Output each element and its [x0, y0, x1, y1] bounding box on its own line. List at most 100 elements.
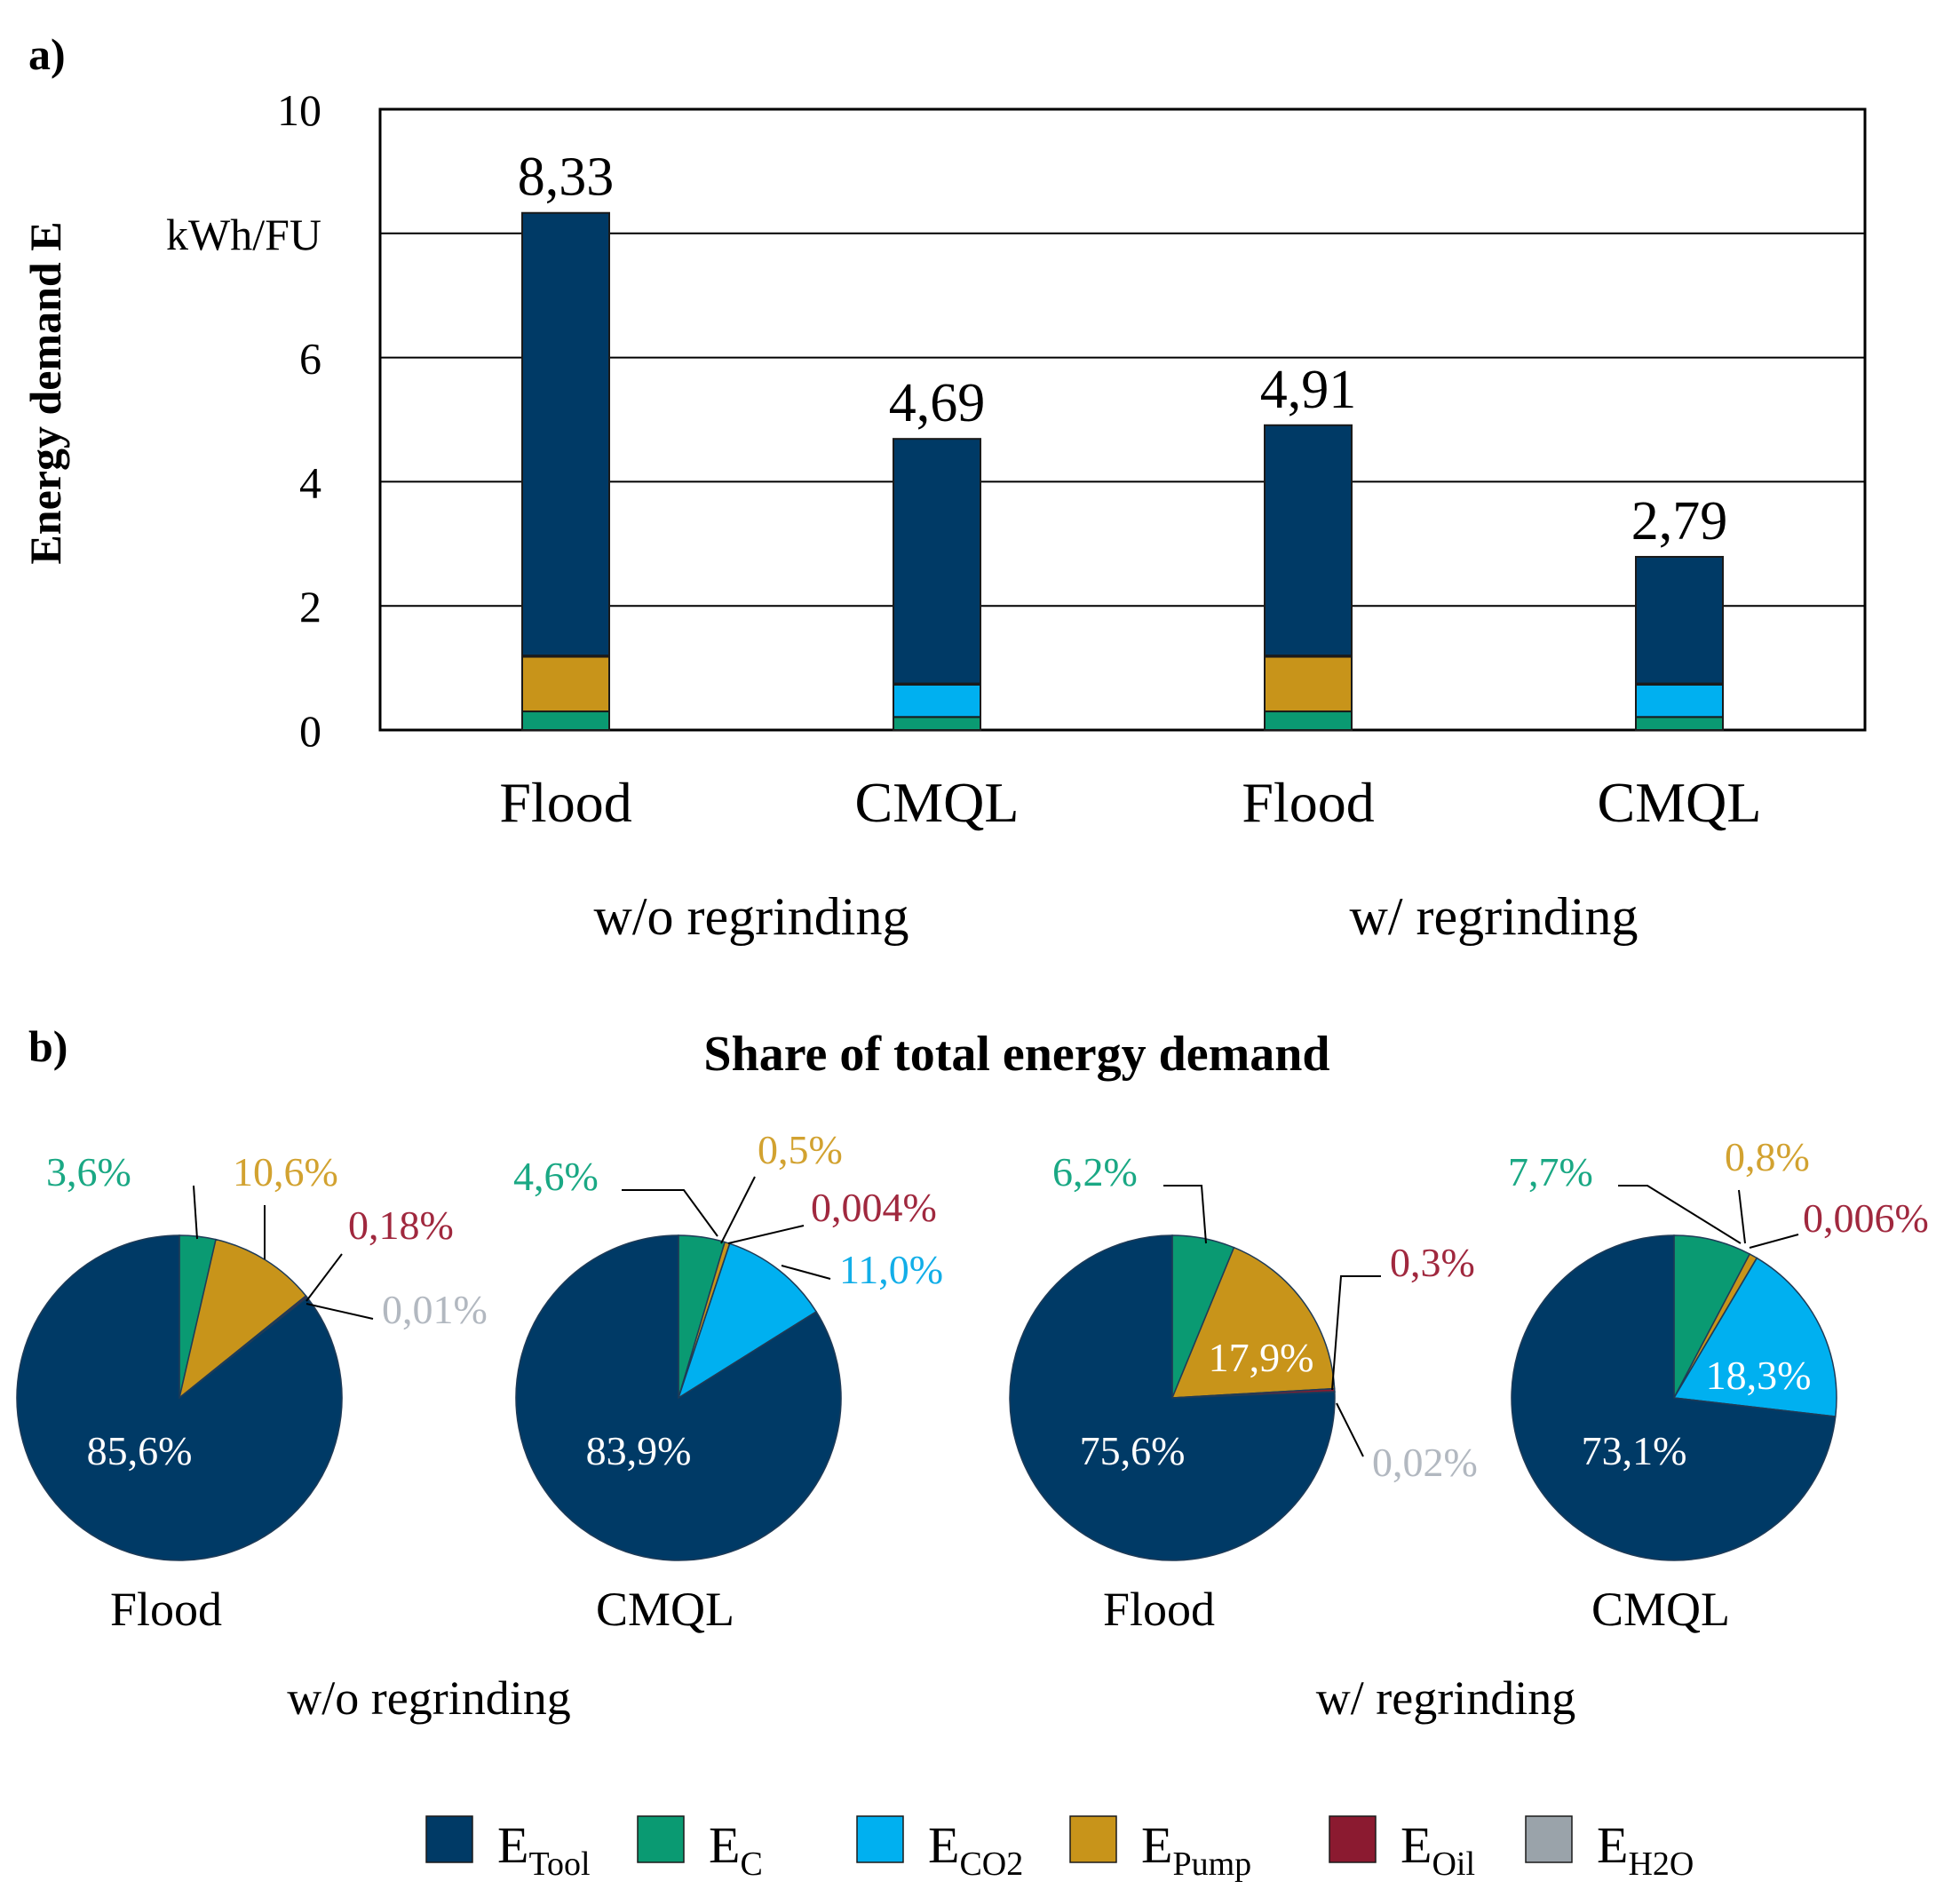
legend-label-main: E: [928, 1816, 959, 1874]
legend-label-sub: CO2: [959, 1845, 1023, 1883]
bar-segment-e-tool: [893, 438, 981, 685]
legend-label: EH2O: [1597, 1816, 1694, 1883]
leader-line: [727, 1225, 805, 1244]
legend-swatch: [637, 1815, 685, 1863]
legend-label: EPump: [1141, 1816, 1251, 1883]
pie-chart-title: Share of total energy demand: [703, 1027, 1329, 1082]
x-category-label: Flood: [1242, 771, 1374, 834]
pie-slice-label: 0,5%: [758, 1127, 843, 1172]
bar-segment-e-tool: [1635, 555, 1724, 685]
leader-line: [1163, 1185, 1207, 1244]
y-tick-label: 0: [299, 706, 321, 756]
leader-line: [622, 1189, 718, 1237]
y-tick-label: 6: [299, 334, 321, 384]
legend-label: ETool: [497, 1816, 591, 1883]
pie-slice-label: 0,18%: [348, 1202, 454, 1248]
pie-group-label: w/o regrinding: [287, 1671, 570, 1725]
legend-label: ECO2: [928, 1816, 1023, 1883]
panel-b-label: b): [28, 1021, 67, 1071]
bar-segment-e-c: [521, 710, 610, 732]
bar-total-label: 4,91: [1260, 360, 1357, 420]
x-group-label: w/ regrinding: [1350, 887, 1639, 946]
plot-frame: [378, 107, 1867, 732]
pie-slice-e-co2: [1672, 1257, 1837, 1417]
legend-label-sub: H2O: [1628, 1845, 1694, 1883]
pie-slice-label: 0,3%: [1390, 1240, 1475, 1285]
bar-segment-e-tool: [521, 211, 610, 657]
pie-slice-label: 0,006%: [1803, 1195, 1929, 1241]
pie-slice-label: 73,1%: [1582, 1428, 1687, 1473]
bar-segment-e-pump: [1264, 655, 1353, 713]
leader-line: [720, 1176, 756, 1244]
legend-label: EOil: [1401, 1816, 1475, 1883]
bar-segment-e-pump: [521, 655, 610, 713]
pie-slice-e-tool: [1009, 1234, 1336, 1561]
stacked-bar-chart: 0 2 4 6 10 kWh/FU Energy demand E 8,33 Flood 4,69…: [20, 85, 1867, 946]
y-tick-label: 4: [299, 457, 321, 507]
legend-swatch: [425, 1815, 473, 1863]
legend-label-main: E: [1401, 1816, 1432, 1874]
bar-segment-e-tool: [1264, 424, 1353, 657]
pie-group-label: w/ regrinding: [1316, 1671, 1575, 1725]
leader-line: [1336, 1402, 1364, 1457]
pie-slice-e-pump: [178, 1238, 307, 1400]
legend-swatch: [856, 1815, 904, 1863]
x-category-label: CMQL: [855, 771, 1020, 834]
x-category-label: CMQL: [1598, 771, 1762, 834]
pie-slice-label: 0,02%: [1372, 1440, 1478, 1485]
legend-label-main: E: [709, 1816, 740, 1874]
pie-charts: 3,6% 10,6%0,18% 0,01% 85,6% Flood 4,6% 0,5% 0,0…: [16, 1127, 1929, 1725]
leader-line: [781, 1265, 831, 1280]
pie-slice-e-tool: [515, 1234, 842, 1561]
y-tick-label: 10: [277, 85, 321, 135]
legend-label-sub: Oil: [1432, 1845, 1475, 1883]
legend-label-main: E: [497, 1816, 528, 1874]
leader-line: [1618, 1185, 1742, 1244]
x-group-label: w/o regrinding: [594, 887, 909, 946]
legend-label-sub: Tool: [528, 1845, 590, 1883]
legend-label-main: E: [1141, 1816, 1172, 1874]
bar-segment-e-c: [1264, 710, 1353, 732]
pie-slice-label: 18,3%: [1706, 1353, 1812, 1398]
pie-category-label: Flood: [1103, 1583, 1215, 1636]
pie-slice-label: 0,004%: [811, 1185, 937, 1230]
pie-slice-label: 3,6%: [46, 1149, 131, 1195]
pie-slice-label: 10,6%: [233, 1149, 338, 1195]
pie-slice-e-pump: [1170, 1246, 1336, 1399]
leader-line: [1749, 1234, 1799, 1249]
legend-label-main: E: [1597, 1816, 1628, 1874]
bar-total-label: 8,33: [518, 147, 615, 208]
leader-line: [306, 1253, 343, 1302]
pie-category-label: Flood: [110, 1583, 222, 1636]
pie-slice-e-co2: [677, 1242, 818, 1400]
legend-label-sub: C: [740, 1845, 762, 1883]
legend-label-sub: Pump: [1172, 1845, 1251, 1883]
y-axis-title: Energy demand E: [20, 221, 70, 564]
pie-slice-label: 83,9%: [586, 1428, 692, 1473]
legend-swatch: [1069, 1815, 1117, 1863]
pie-slice-label: 75,6%: [1080, 1428, 1186, 1473]
bar-segment-e-c: [893, 716, 981, 731]
legend: ETool EC ECO2 EPump EOil EH2O: [425, 1815, 1694, 1883]
pie-slice-label: 17,9%: [1209, 1335, 1314, 1380]
pie-slice-label: 0,8%: [1725, 1134, 1810, 1179]
pie-slice-label: 6,2%: [1052, 1149, 1138, 1195]
x-category-label: Flood: [499, 771, 631, 834]
leader-line: [306, 1303, 374, 1320]
pie-slice-label: 11,0%: [839, 1247, 943, 1292]
pie-slice-label: 0,01%: [382, 1287, 488, 1332]
pie-slice-e-tool: [1511, 1234, 1837, 1561]
bar-total-label: 2,79: [1631, 491, 1728, 552]
panel-a-label: a): [28, 29, 66, 79]
legend-swatch: [1525, 1815, 1573, 1863]
pie-slice-label: 85,6%: [87, 1428, 193, 1473]
pie-category-label: CMQL: [596, 1583, 734, 1636]
leader-line: [1331, 1275, 1381, 1391]
bar-segment-e-co2: [1635, 683, 1724, 718]
bar-segment-e-co2: [893, 683, 981, 718]
bar-segment-e-c: [1635, 716, 1724, 731]
legend-label: EC: [709, 1816, 763, 1883]
y-unit-label: kWh/FU: [166, 210, 321, 259]
legend-swatch: [1329, 1815, 1377, 1863]
